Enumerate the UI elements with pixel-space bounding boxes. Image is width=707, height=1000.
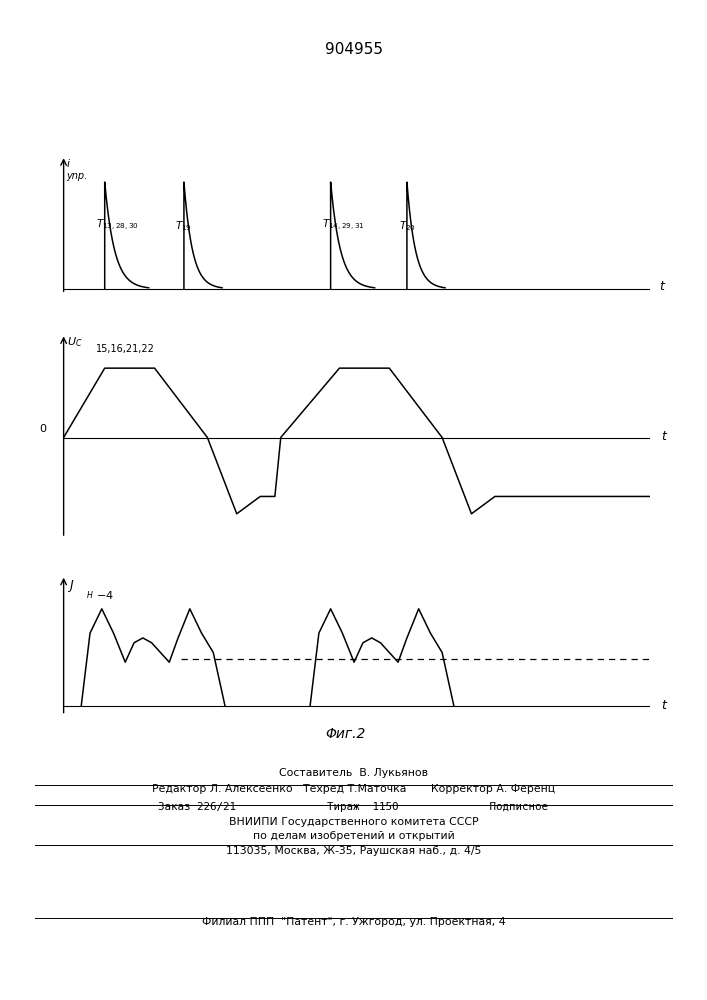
Text: 113035, Москва, Ж-35, Раушская наб., д. 4/5: 113035, Москва, Ж-35, Раушская наб., д. … [226,846,481,856]
Text: Заказ 226/21              Тираж  1150              Подписное: Заказ 226/21 Тираж 1150 Подписное [158,802,549,812]
Text: $- 4$: $- 4$ [96,589,114,601]
Text: $U_C$: $U_C$ [66,335,82,349]
Text: 904955: 904955 [325,42,382,57]
Text: t: t [661,430,666,443]
Text: i: i [66,159,70,169]
Text: Составитель  В. Лукьянов: Составитель В. Лукьянов [279,768,428,778]
Text: $J$: $J$ [66,578,74,594]
Text: по делам изобретений и открытий: по делам изобретений и открытий [252,831,455,841]
Text: Редактор Л. Алексеенко   Техред Т.Маточка       Корректор А. Ференц: Редактор Л. Алексеенко Техред Т.Маточка … [152,784,555,794]
Text: t: t [659,280,664,293]
Text: $T_{13,28,30}$: $T_{13,28,30}$ [96,218,139,233]
Text: $T_{19}$: $T_{19}$ [175,220,192,233]
Text: ynp.: ynp. [66,171,88,181]
Text: Φиг.2: Φиг.2 [325,727,366,741]
Text: $T_{14,29,31}$: $T_{14,29,31}$ [322,218,365,233]
Text: $_{H}$: $_{H}$ [86,589,93,602]
Text: 15,16,21,22: 15,16,21,22 [96,344,155,354]
Text: ВНИИПИ Государственного комитета СССР: ВНИИПИ Государственного комитета СССР [228,817,479,827]
Text: 0: 0 [39,424,46,434]
Text: t: t [661,699,666,712]
Text: $T_{20}$: $T_{20}$ [399,220,416,233]
Text: Филиал ППП  "Патент", г. Ужгород, ул. Проектная, 4: Филиал ППП "Патент", г. Ужгород, ул. Про… [201,917,506,927]
